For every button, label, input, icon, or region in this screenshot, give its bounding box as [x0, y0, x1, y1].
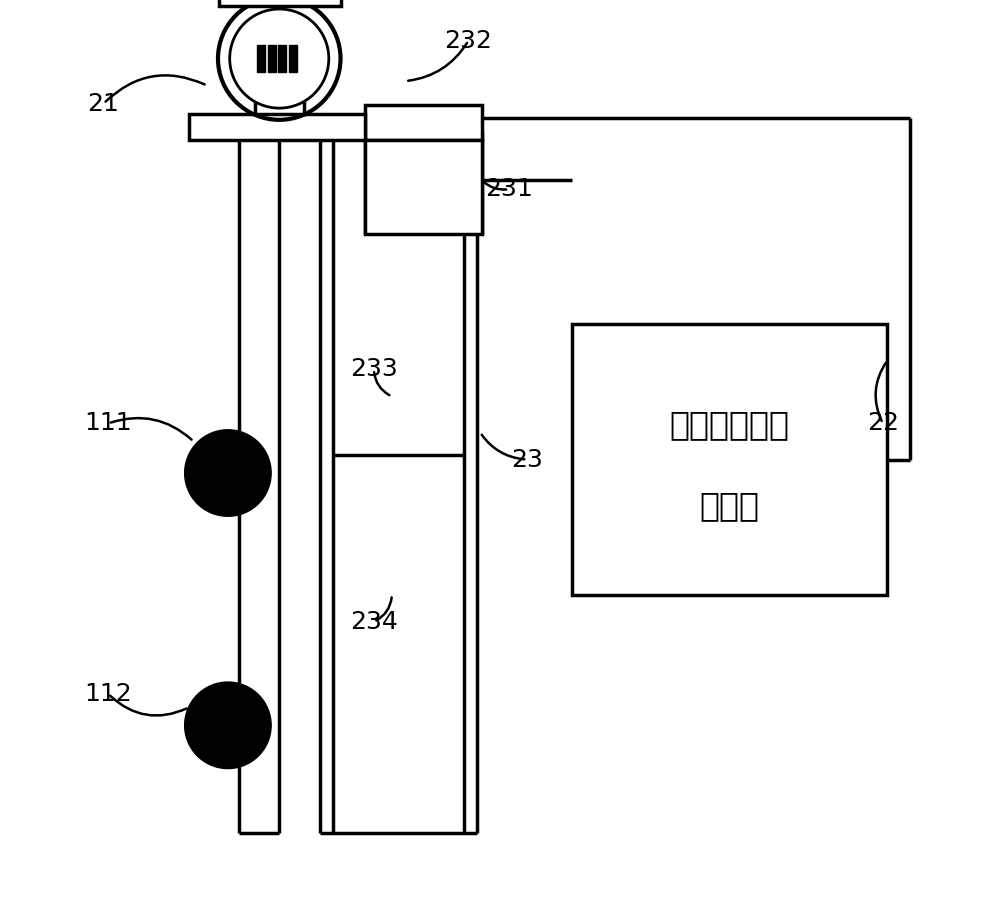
Bar	[255, 87, 304, 114]
Text: 石灰乳比重测: 石灰乳比重测	[670, 408, 790, 441]
Bar	[365, 105, 482, 140]
Bar	[572, 324, 887, 595]
Text: 234: 234	[350, 610, 398, 633]
Text: 232: 232	[445, 29, 492, 52]
Text: 111: 111	[84, 412, 132, 435]
Bar	[219, 0, 341, 6]
Circle shape	[185, 430, 271, 516]
Text: 231: 231	[485, 177, 533, 201]
Circle shape	[218, 0, 341, 120]
Text: 量装置: 量装置	[700, 489, 760, 522]
Bar	[289, 45, 297, 72]
Text: 112: 112	[84, 682, 132, 705]
Text: 23: 23	[511, 448, 543, 471]
Bar	[278, 45, 286, 72]
Circle shape	[230, 9, 329, 108]
Bar	[189, 114, 365, 140]
Text: 22: 22	[867, 412, 899, 435]
Text: 21: 21	[88, 92, 119, 115]
Bar	[268, 45, 276, 72]
Circle shape	[185, 682, 271, 769]
Bar	[257, 45, 265, 72]
Bar	[365, 140, 482, 234]
Text: 233: 233	[350, 358, 398, 381]
